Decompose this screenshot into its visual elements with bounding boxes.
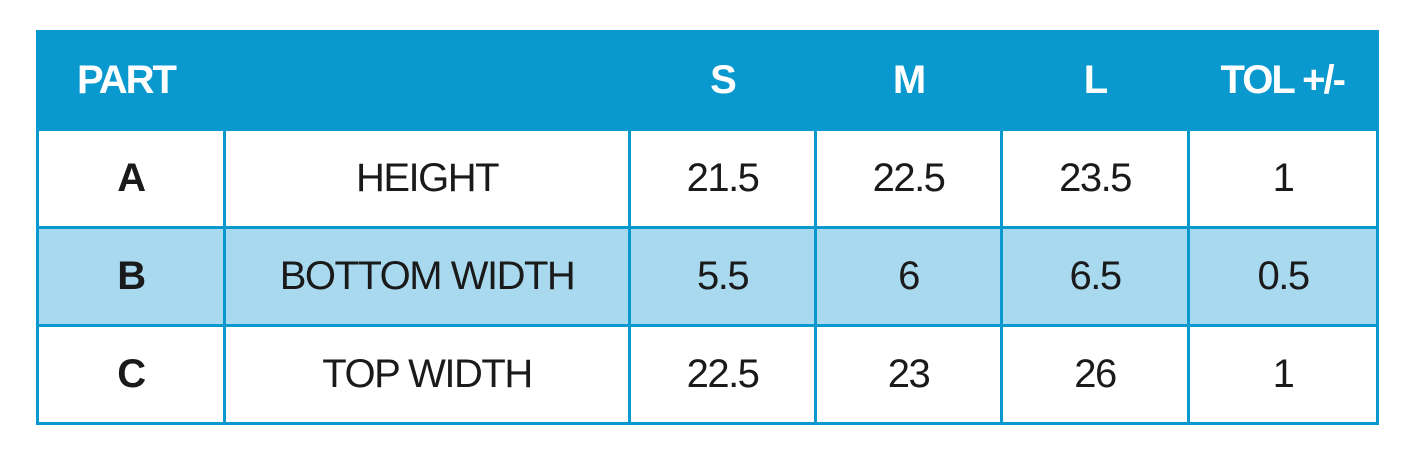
table-cell: BOTTOM WIDTH (222, 226, 632, 327)
header-row: PART S M L TOL +/- (37, 31, 1378, 130)
table-row: C TOP WIDTH 22.5 23 26 1 (36, 324, 1380, 425)
header-cell: PART (37, 31, 630, 130)
table-cell: 6 (814, 226, 1004, 327)
header-cell: L (1001, 31, 1189, 130)
table-cell: 1 (1187, 128, 1380, 229)
header-cell: S (629, 31, 816, 130)
size-table: PART S M L TOL +/- A HEIGHT 21.5 22.5 23.5 1 B… (36, 30, 1380, 425)
table-cell: 26 (1000, 324, 1191, 425)
table-row: A HEIGHT 21.5 22.5 23.5 1 (36, 128, 1380, 229)
part-cell: C (36, 324, 226, 425)
table-cell: 22.5 (628, 324, 818, 425)
table-row: B BOTTOM WIDTH 5.5 6 6.5 0.5 (36, 226, 1380, 327)
table-cell: HEIGHT (222, 128, 632, 229)
table-header: PART S M L TOL +/- (37, 31, 1378, 130)
table-cell: 6.5 (1000, 226, 1191, 327)
table-cell: 23.5 (1000, 128, 1191, 229)
table-cell: 23 (814, 324, 1004, 425)
header-cell: TOL +/- (1188, 31, 1378, 130)
table-cell: TOP WIDTH (222, 324, 632, 425)
table-cell: 0.5 (1187, 226, 1380, 327)
table-body: A HEIGHT 21.5 22.5 23.5 1 B BOTTOM WIDTH 5.5 6 6.5… (36, 128, 1380, 425)
header-cell: M (815, 31, 1002, 130)
table-cell: 21.5 (628, 128, 818, 229)
table-cell: 22.5 (814, 128, 1004, 229)
table-cell: 5.5 (628, 226, 818, 327)
table-cell: 1 (1187, 324, 1380, 425)
part-cell: A (36, 128, 226, 229)
part-cell: B (36, 226, 226, 327)
